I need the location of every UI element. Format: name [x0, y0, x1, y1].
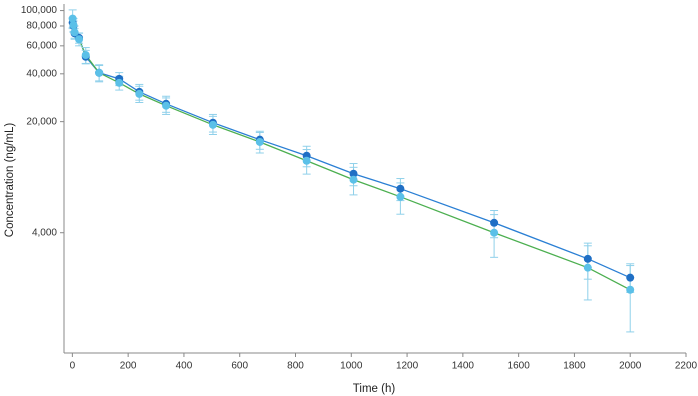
data-point: [396, 192, 405, 201]
series-line: [72, 22, 631, 279]
data-point: [396, 184, 405, 193]
y-tick-label: 100,000: [21, 5, 58, 16]
x-tick-label: 600: [231, 361, 248, 372]
data-point: [70, 28, 79, 37]
data-point: [68, 14, 77, 23]
data-point: [626, 285, 635, 294]
data-point: [583, 254, 592, 263]
x-tick-label: 1200: [396, 361, 419, 372]
x-tick-label: 200: [120, 361, 137, 372]
x-tick-label: 1000: [340, 361, 363, 372]
data-point: [115, 78, 124, 87]
data-point: [162, 101, 171, 110]
data-point: [75, 35, 84, 44]
y-axis-title: Concentration (ng/mL): [4, 123, 16, 238]
x-tick-label: 0: [70, 361, 76, 372]
x-tick-label: 2200: [675, 361, 698, 372]
data-point: [95, 68, 104, 77]
x-tick-label: 2000: [619, 361, 642, 372]
data-point: [302, 156, 311, 165]
series-line: [72, 18, 631, 291]
x-tick-label: 1400: [452, 361, 475, 372]
data-point: [81, 51, 90, 60]
x-tick-label: 1600: [508, 361, 531, 372]
data-point: [490, 228, 499, 237]
data-point: [626, 273, 635, 282]
data-point: [349, 169, 358, 178]
data-point: [255, 137, 264, 146]
y-tick-label: 4,000: [32, 227, 57, 238]
data-point: [69, 21, 78, 30]
x-tick-label: 1800: [563, 361, 586, 372]
error-bar: [583, 245, 592, 301]
x-tick-label: 800: [287, 361, 304, 372]
y-tick-label: 60,000: [26, 40, 57, 51]
y-tick-label: 20,000: [26, 116, 57, 127]
x-axis-title: Time (h): [353, 383, 396, 395]
data-point: [135, 89, 144, 98]
x-tick-label: 400: [176, 361, 193, 372]
data-point: [583, 263, 592, 272]
data-point: [490, 218, 499, 227]
y-tick-label: 80,000: [26, 21, 57, 32]
y-tick-label: 40,000: [26, 68, 57, 79]
data-point: [208, 120, 217, 129]
data-point: [349, 175, 358, 184]
